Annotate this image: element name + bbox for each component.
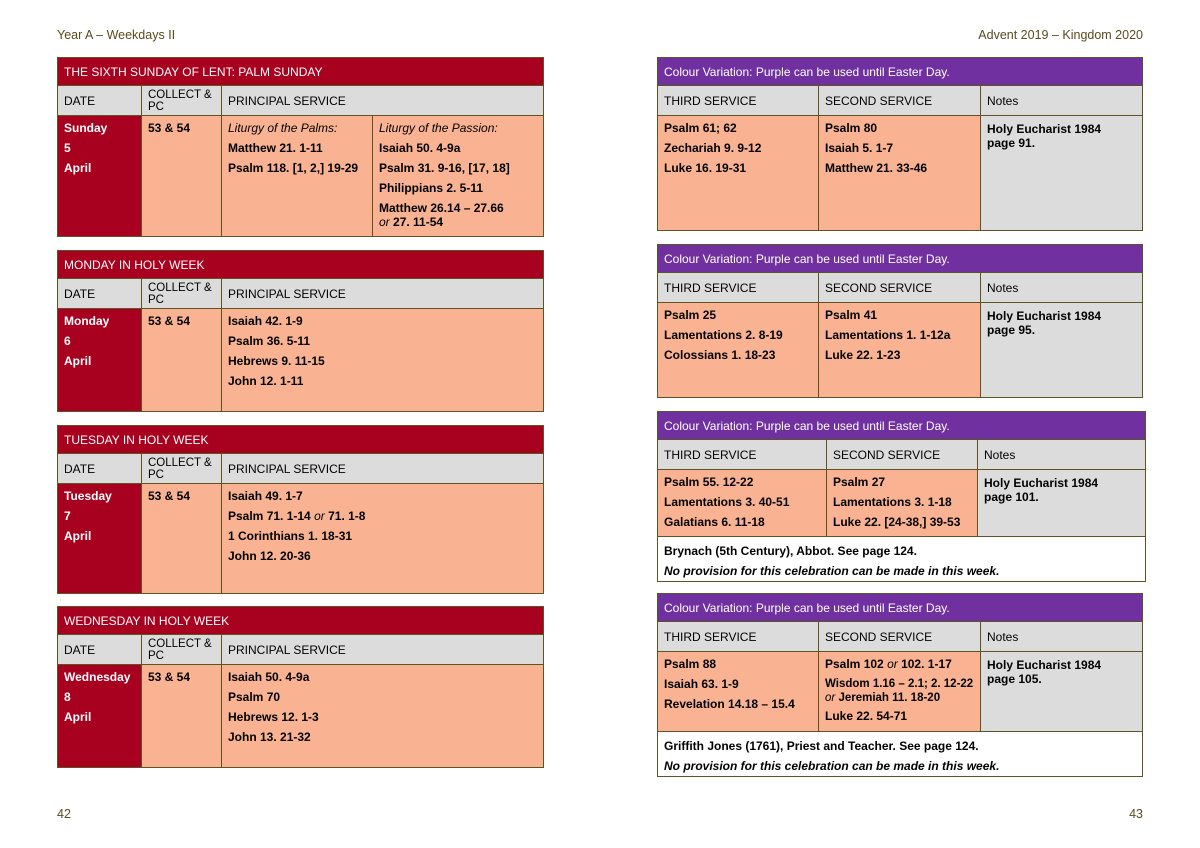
principal-palms-cell: Liturgy of the Palms: Matthew 21. 1-11 P… <box>221 115 373 237</box>
table-title: THE SIXTH SUNDAY OF LENT: PALM SUNDAY <box>57 57 544 86</box>
notes-header: Notes <box>979 272 1144 303</box>
collect-pc-header: COLLECT & PC <box>141 278 222 309</box>
collect-cell: 53 & 54 <box>141 483 222 594</box>
principal-cell: Isaiah 49. 1-7 Psalm 71. 1-14 or 71. 1-8… <box>220 483 545 594</box>
third-service-header: THIRD SERVICE <box>657 439 827 470</box>
principal-header: PRINCIPAL SERVICE <box>220 634 545 665</box>
collect-pc-header: COLLECT & PC <box>141 85 222 116</box>
commemoration-cell: Brynach (5th Century), Abbot. See page 1… <box>656 536 1147 582</box>
colour-variation-title: Colour Variation: Purple can be used unt… <box>656 593 1144 622</box>
notes-header: Notes <box>976 439 1147 470</box>
principal-header: PRINCIPAL SERVICE <box>220 278 545 309</box>
second-service-header: SECOND SERVICE <box>818 621 981 652</box>
second-service-header: SECOND SERVICE <box>818 272 981 303</box>
notes-cell: Holy Eucharist 1984 page 101. <box>976 469 1147 537</box>
notes-cell: Holy Eucharist 1984 page 105. <box>979 651 1144 732</box>
running-head-right: Advent 2019 – Kingdom 2020 <box>978 28 1143 42</box>
principal-header: PRINCIPAL SERVICE <box>220 453 545 484</box>
second-service-cell: Psalm 41 Lamentations 1. 1-12a Luke 22. … <box>818 302 981 398</box>
running-head-left: Year A – Weekdays II <box>57 28 176 42</box>
table-title: MONDAY IN HOLY WEEK <box>56 250 545 279</box>
third-service-cell: Psalm 61; 62 Zechariah 9. 9-12 Luke 16. … <box>657 115 819 231</box>
commemoration-cell: Griffith Jones (1761), Priest and Teache… <box>656 731 1144 777</box>
monday-table: MONDAY IN HOLY WEEK DATE COLLECT & PC PR… <box>56 250 545 412</box>
principal-cell: Isaiah 50. 4-9a Psalm 70 Hebrews 12. 1-3… <box>220 664 545 768</box>
collect-cell: 53 & 54 <box>141 664 222 768</box>
second-service-header: SECOND SERVICE <box>826 439 978 470</box>
table-title: WEDNESDAY IN HOLY WEEK <box>56 606 545 635</box>
principal-cell: Isaiah 42. 1-9 Psalm 36. 5-11 Hebrews 9.… <box>220 308 545 412</box>
third-service-header: THIRD SERVICE <box>657 85 819 116</box>
notes-cell: Holy Eucharist 1984 page 95. <box>979 302 1144 398</box>
table-title: TUESDAY IN HOLY WEEK <box>56 425 545 454</box>
monday-third-second-table: Colour Variation: Purple can be used unt… <box>656 244 1144 398</box>
page-number-left: 42 <box>57 807 71 821</box>
third-service-header: THIRD SERVICE <box>657 621 819 652</box>
date-header: DATE <box>57 85 142 116</box>
collect-cell: 53 & 54 <box>141 115 222 237</box>
palm-sunday-table: THE SIXTH SUNDAY OF LENT: PALM SUNDAY DA… <box>57 57 544 237</box>
date-cell: Monday 6 April <box>57 308 142 412</box>
second-service-cell: Psalm 27 Lamentations 3. 1-18 Luke 22. [… <box>826 469 978 537</box>
wednesday-table: WEDNESDAY IN HOLY WEEK DATE COLLECT & PC… <box>56 606 545 768</box>
second-service-cell: Psalm 80 Isaiah 5. 1-7 Matthew 21. 33-46 <box>818 115 981 231</box>
principal-passion-cell: Liturgy of the Passion: Isaiah 50. 4-9a … <box>372 115 544 237</box>
date-header: DATE <box>57 453 142 484</box>
collect-cell: 53 & 54 <box>141 308 222 412</box>
notes-header: Notes <box>979 621 1144 652</box>
tuesday-third-second-table: Colour Variation: Purple can be used unt… <box>656 411 1147 582</box>
collect-pc-header: COLLECT & PC <box>141 453 222 484</box>
date-header: DATE <box>57 634 142 665</box>
notes-header: Notes <box>979 85 1144 116</box>
sunday-third-second-table: Colour Variation: Purple can be used unt… <box>656 57 1144 231</box>
date-cell: Wednesday 8 April <box>57 664 142 768</box>
colour-variation-title: Colour Variation: Purple can be used unt… <box>656 411 1147 440</box>
principal-header: PRINCIPAL SERVICE <box>221 85 544 116</box>
date-header: DATE <box>57 278 142 309</box>
second-service-header: SECOND SERVICE <box>818 85 981 116</box>
tuesday-table: TUESDAY IN HOLY WEEK DATE COLLECT & PC P… <box>56 425 545 594</box>
third-service-cell: Psalm 55. 12-22 Lamentations 3. 40-51 Ga… <box>657 469 827 537</box>
third-service-cell: Psalm 88 Isaiah 63. 1-9 Revelation 14.18… <box>657 651 819 732</box>
third-service-header: THIRD SERVICE <box>657 272 819 303</box>
date-cell: Sunday 5 April <box>57 115 142 237</box>
wednesday-third-second-table: Colour Variation: Purple can be used unt… <box>656 593 1144 777</box>
notes-cell: Holy Eucharist 1984 page 91. <box>979 115 1144 231</box>
page-number-right: 43 <box>1129 807 1143 821</box>
colour-variation-title: Colour Variation: Purple can be used unt… <box>656 244 1144 273</box>
collect-pc-header: COLLECT & PC <box>141 634 222 665</box>
colour-variation-title: Colour Variation: Purple can be used unt… <box>656 57 1144 86</box>
third-service-cell: Psalm 25 Lamentations 2. 8-19 Colossians… <box>657 302 819 398</box>
date-cell: Tuesday 7 April <box>57 483 142 594</box>
second-service-cell: Psalm 102 or 102. 1-17 Wisdom 1.16 – 2.1… <box>818 651 981 732</box>
